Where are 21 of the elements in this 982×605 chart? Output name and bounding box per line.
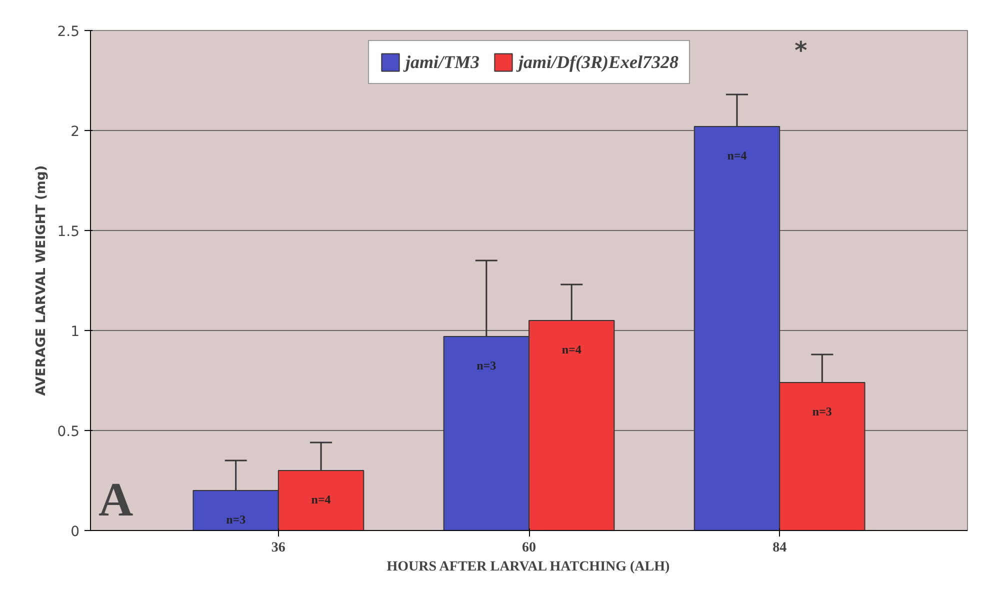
y-tick-label: 1 <box>70 324 80 340</box>
annotation: n=4 <box>562 342 582 356</box>
annotation: n=3 <box>226 512 246 526</box>
annotation: * <box>794 36 808 64</box>
x-tick-label: 36 <box>271 540 286 556</box>
legend-label: jami/Df(3R)Exel7328 <box>518 52 679 72</box>
annotation: n=4 <box>311 492 331 506</box>
y-tick-label: 2.5 <box>57 24 80 40</box>
annotation: A <box>98 474 134 526</box>
annotation: n=3 <box>812 404 832 418</box>
x-tick-label: 84 <box>772 540 787 556</box>
annotation: n=4 <box>727 148 747 162</box>
x-tick-label: 60 <box>522 540 536 556</box>
y-tick-label: 1.5 <box>57 224 80 240</box>
y-tick-label: 2 <box>70 124 80 140</box>
x-axis-title: HOURS AFTER LARVAL HATCHING (ALH) <box>386 560 670 574</box>
annotation: n=3 <box>476 358 496 372</box>
y-tick-label: 0 <box>70 524 80 540</box>
y-axis-title: AVERAGE LARVAL WEIGHT (mg) <box>34 165 50 396</box>
legend-label: jami/TM3 <box>405 52 480 72</box>
y-tick-label: 0.5 <box>57 424 80 440</box>
